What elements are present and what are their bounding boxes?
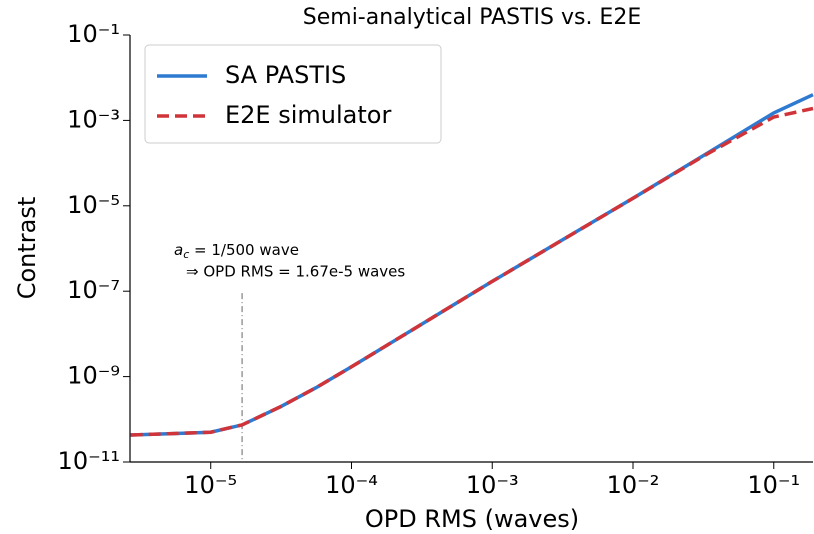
x-tick-label: 10⁻⁵ [184, 471, 237, 499]
x-tick-label: 10⁻⁴ [325, 471, 378, 499]
annotation-text: = 1/500 wave [189, 241, 299, 259]
chart-title: Semi-analytical PASTIS vs. E2E [303, 5, 641, 30]
x-tick-label: 10⁻³ [466, 471, 519, 499]
annotation-subscript: c [183, 248, 189, 261]
y-tick-label: 10⁻¹¹ [58, 447, 120, 475]
legend-label: SA PASTIS [225, 61, 346, 89]
y-tick-label: 10⁻¹ [67, 20, 120, 48]
legend-label: E2E simulator [225, 101, 391, 129]
x-tick-label: 10⁻² [607, 471, 660, 499]
y-tick-label: 10⁻⁵ [67, 191, 120, 219]
x-tick-label: 10⁻¹ [747, 471, 800, 499]
y-tick-label: 10⁻⁷ [67, 276, 120, 304]
x-axis-label: OPD RMS (waves) [365, 505, 579, 533]
line-series [130, 106, 814, 437]
y-tick-label: 10⁻³ [67, 105, 120, 133]
annotation-symbol: a [174, 241, 183, 259]
annotation: ac = 1/500 wave [174, 241, 299, 262]
annotation-line2: ⇒ OPD RMS = 1.67e-5 waves [186, 263, 405, 281]
legend-box [144, 44, 442, 144]
y-tick-label: 10⁻⁹ [67, 362, 120, 390]
y-axis-label: Contrast [13, 197, 41, 300]
